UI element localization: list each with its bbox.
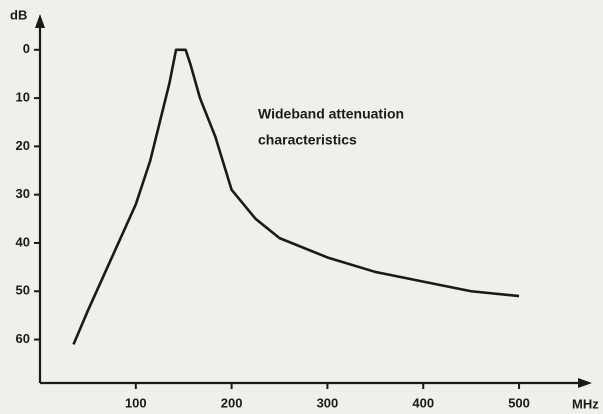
y-tick-label: 0 [23,41,30,56]
x-arrow [578,378,592,388]
x-tick-label: 400 [412,395,434,410]
y-tick-label: 30 [16,186,30,201]
x-axis-label: MHz [572,396,599,411]
x-tick-label: 200 [221,395,243,410]
x-tick-label: 300 [317,395,339,410]
y-arrow [35,14,45,28]
y-tick-label: 50 [16,283,30,298]
annotation: Wideband attenuation [258,106,404,122]
y-tick-label: 20 [16,138,30,153]
y-tick-label: 60 [16,331,30,346]
line [72,48,520,345]
y-tick-label: 40 [16,234,30,249]
x-tick-label: 100 [125,395,147,410]
y-tick-label: 10 [16,90,30,105]
annotation: characteristics [258,132,357,148]
x-tick-label: 500 [508,395,530,410]
y-axis-label: dB [10,7,27,22]
